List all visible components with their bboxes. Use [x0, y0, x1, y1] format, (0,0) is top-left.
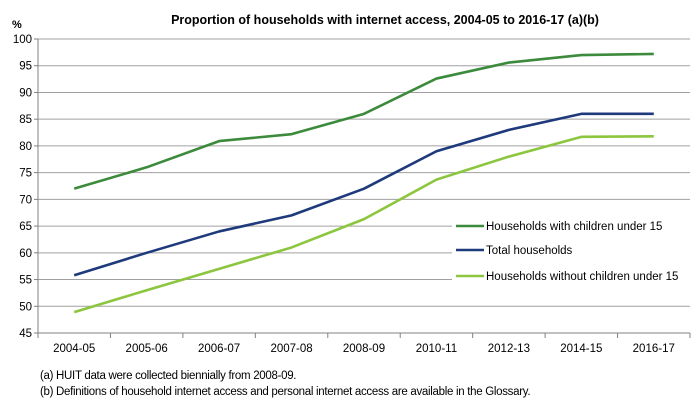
footnote-a: (a) HUIT data were collected biennially …	[40, 370, 297, 382]
legend-background	[452, 212, 692, 288]
y-tick-label: 95	[19, 61, 32, 73]
x-tick-label: 2004-05	[53, 343, 95, 355]
legend-label-2: Households without children under 15	[486, 271, 678, 283]
x-tick-label: 2006-07	[198, 343, 240, 355]
x-tick-label: 2010-11	[416, 343, 457, 355]
y-tick-label: 70	[19, 194, 32, 206]
y-tick-label: 55	[19, 275, 32, 287]
y-tick-label: 100	[13, 34, 32, 46]
y-tick-label: 50	[19, 301, 32, 313]
y-tick-label: 45	[19, 328, 32, 340]
x-tick-label: 2012-13	[488, 343, 530, 355]
x-tick-label: 2014-15	[560, 343, 602, 355]
y-tick-label: 65	[19, 221, 32, 233]
legend-label-0: Households with children under 15	[486, 221, 662, 233]
chart-title: Proportion of households with internet a…	[171, 13, 599, 27]
y-tick-label: 60	[19, 248, 32, 260]
y-tick-label: 85	[19, 114, 32, 126]
x-tick-label: 2008-09	[343, 343, 385, 355]
x-tick-label: 2005-06	[126, 343, 168, 355]
legend-label-1: Total households	[486, 245, 573, 257]
x-tick-label: 2007-08	[270, 343, 312, 355]
y-tick-label: 90	[19, 87, 32, 99]
series-line-0	[73, 52, 654, 190]
y-axis-label: %	[12, 19, 22, 31]
x-tick-label: 2016-17	[633, 343, 675, 355]
y-tick-label: 75	[19, 168, 32, 180]
y-tick-label: 80	[19, 141, 32, 153]
footnote-b: (b) Definitions of household internet ac…	[40, 386, 531, 398]
